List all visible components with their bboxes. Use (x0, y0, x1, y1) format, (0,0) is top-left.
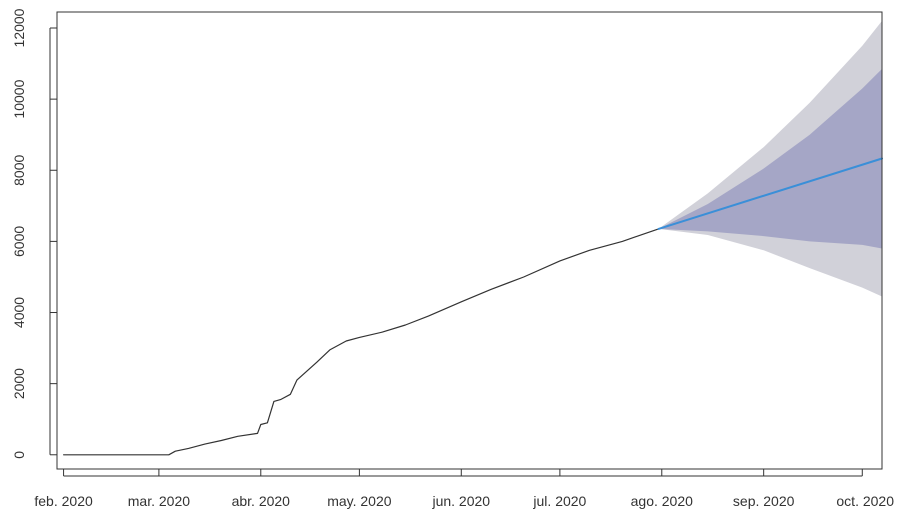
x-tick-label: ago. 2020 (631, 493, 693, 509)
y-tick-label: 0 (11, 451, 27, 459)
x-tick-label: mar. 2020 (128, 493, 190, 509)
x-tick-label: jul. 2020 (532, 493, 586, 509)
x-tick-label: oct. 2020 (836, 493, 894, 509)
y-tick-label: 12000 (11, 8, 27, 47)
x-tick-label: jun. 2020 (431, 493, 490, 509)
y-tick-label: 6000 (11, 226, 27, 257)
x-tick-label: abr. 2020 (232, 493, 291, 509)
inner-interval-band (658, 68, 882, 249)
x-tick-label: feb. 2020 (34, 493, 93, 509)
x-tick-label: sep. 2020 (733, 493, 795, 509)
prediction-intervals (658, 20, 882, 297)
y-axis: 0 2000 4000 6000 8000 10000 12000 (11, 8, 57, 459)
x-axis: feb. 2020 mar. 2020 abr. 2020 may. 2020 jun.… (34, 469, 894, 509)
y-tick-label: 10000 (11, 79, 27, 118)
series-lines (62, 157, 883, 456)
forecast-series-line (657, 157, 883, 230)
y-tick-label: 2000 (11, 368, 27, 399)
y-tick-label: 8000 (11, 155, 27, 186)
x-tick-label: may. 2020 (327, 493, 392, 509)
y-tick-label: 4000 (11, 297, 27, 328)
plot-frame (56, 11, 883, 470)
observed-series-line (62, 228, 660, 456)
